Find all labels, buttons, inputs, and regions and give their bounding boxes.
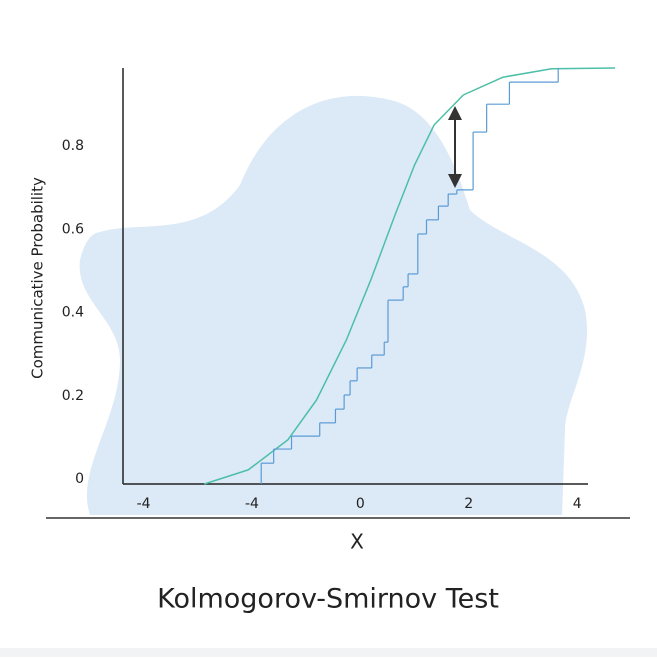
cdf-line	[204, 67, 616, 485]
chart-title: Kolmogorov-Smirnov Test	[157, 584, 499, 615]
x-tick-label: 2	[464, 496, 473, 512]
y-tick-label: 0.2	[62, 388, 84, 404]
background-blob	[79, 95, 588, 515]
y-axis-label: Communicative Probability	[29, 177, 47, 379]
ks-arrow	[448, 106, 462, 188]
x-tick-label: -4	[245, 496, 259, 512]
footer-strip	[0, 648, 657, 657]
x-tick-label: 4	[573, 496, 582, 512]
x-tick-label: -4	[137, 496, 151, 512]
y-tick-label: 0.6	[62, 221, 84, 237]
y-tick-label: 0	[75, 471, 84, 487]
x-axis-label: X	[350, 530, 364, 554]
y-tick-label: 0.8	[62, 138, 84, 154]
y-tick-label: 0.4	[62, 305, 84, 321]
x-tick-label: 0	[356, 496, 365, 512]
